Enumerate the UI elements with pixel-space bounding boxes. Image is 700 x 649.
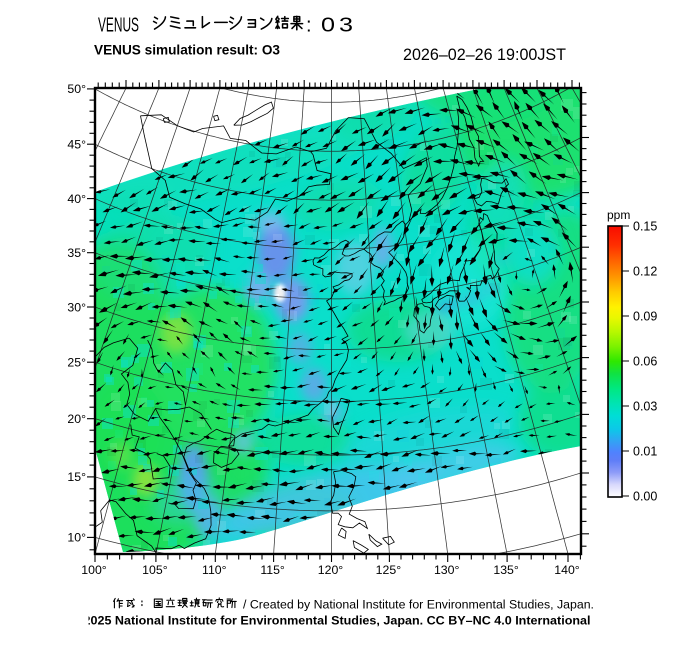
svg-text:125°: 125° (376, 563, 402, 577)
svg-text:10°: 10° (67, 531, 86, 545)
svg-text:110°: 110° (202, 563, 227, 577)
svg-text:135°: 135° (493, 563, 519, 577)
svg-text:0.01: 0.01 (633, 445, 657, 459)
svg-text:30°: 30° (67, 300, 86, 314)
svg-text:2025 National Institute for En: 2025 National Institute for Environmenta… (84, 614, 591, 628)
svg-text:0.06: 0.06 (633, 355, 657, 369)
svg-text:/ Created by National Institut: / Created by National Institute for Envi… (243, 598, 594, 612)
svg-text:0.12: 0.12 (633, 265, 657, 279)
svg-text:115°: 115° (260, 563, 285, 577)
svg-text:45°: 45° (67, 138, 86, 152)
svg-text:0: 0 (321, 15, 335, 37)
svg-text:VENUS: VENUS (98, 14, 139, 37)
svg-text:0.09: 0.09 (633, 310, 657, 324)
svg-text:ppm: ppm (607, 208, 630, 222)
svg-text:3: 3 (339, 15, 353, 37)
svg-text:0.03: 0.03 (633, 400, 657, 414)
svg-text:25°: 25° (67, 356, 86, 370)
svg-text:2026–02–26 19:00JST: 2026–02–26 19:00JST (403, 46, 566, 64)
svg-text:130°: 130° (434, 563, 460, 577)
svg-text:100°: 100° (81, 563, 107, 577)
svg-text:120°: 120° (318, 563, 344, 577)
svg-text:0.00: 0.00 (633, 490, 657, 504)
svg-text:105°: 105° (142, 563, 168, 577)
svg-text:VENUS simulation result: O3: VENUS simulation result: O3 (94, 43, 280, 59)
svg-text:140°: 140° (554, 563, 580, 577)
svg-text:20°: 20° (67, 412, 86, 426)
svg-text:0.15: 0.15 (633, 220, 657, 234)
svg-text:50°: 50° (67, 82, 86, 96)
svg-text:15°: 15° (67, 470, 86, 484)
svg-text:40°: 40° (67, 192, 86, 206)
svg-text:35°: 35° (67, 246, 86, 260)
svg-text::: : (306, 15, 312, 37)
